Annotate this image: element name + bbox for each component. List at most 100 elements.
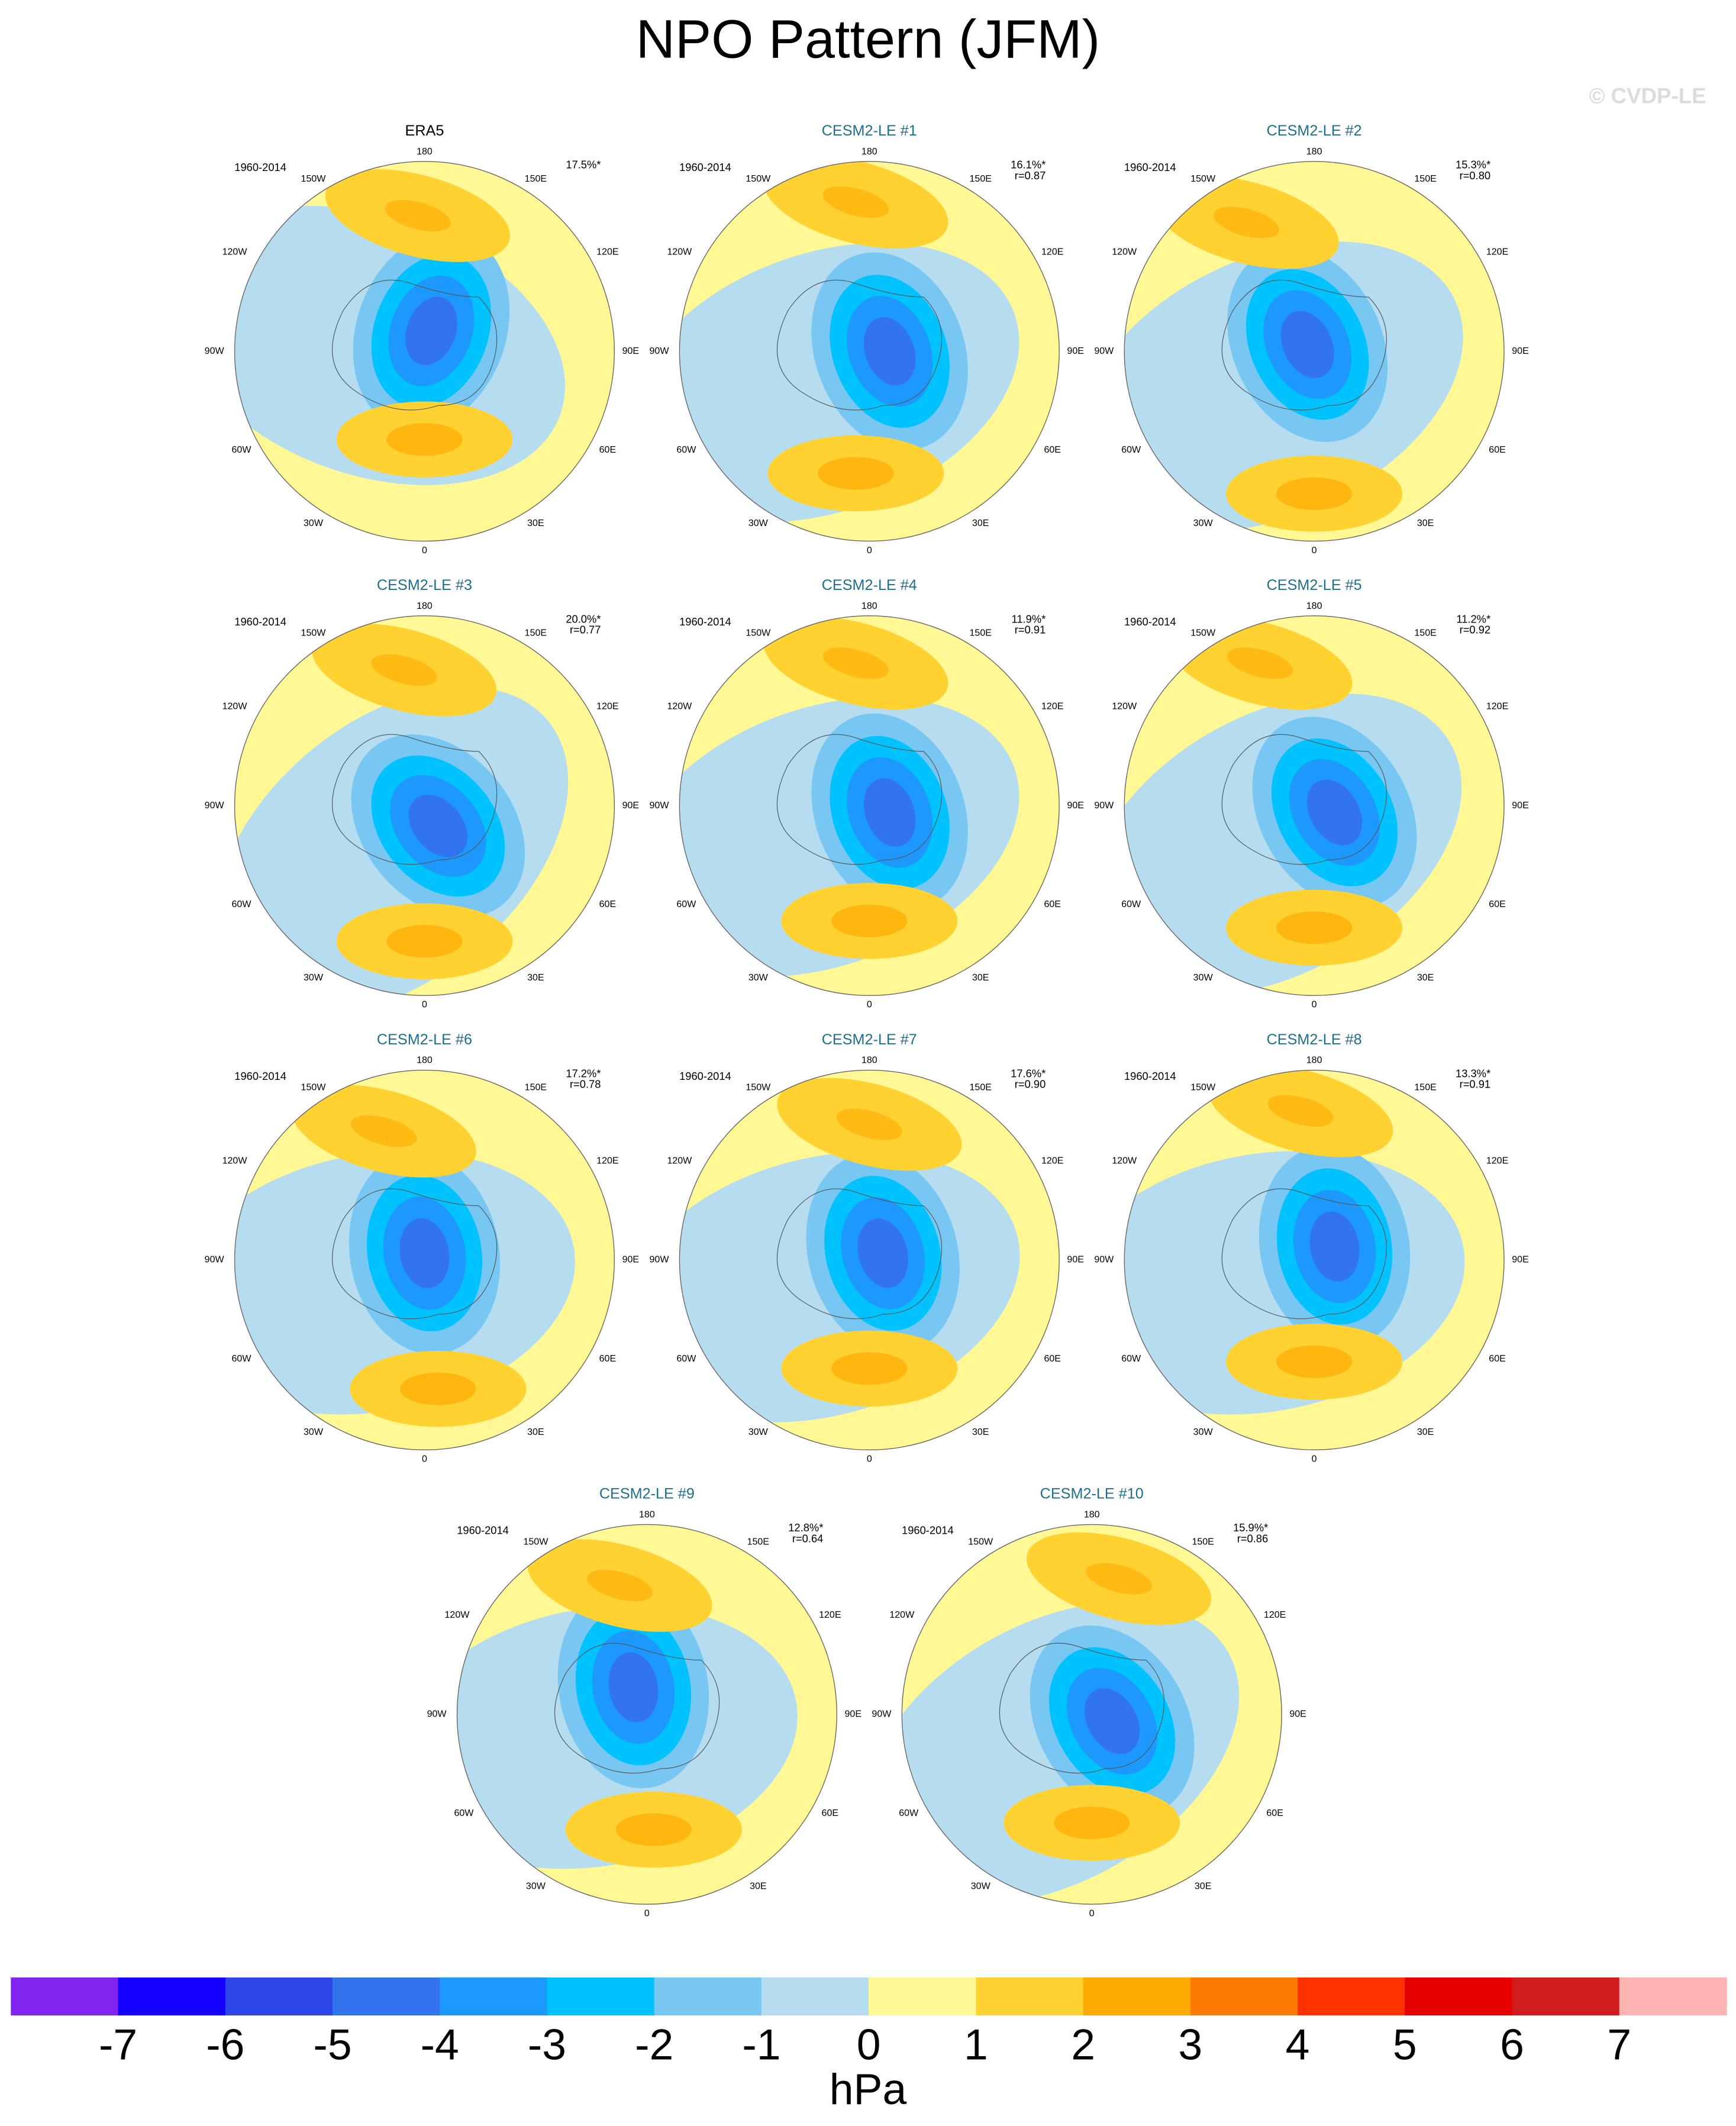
lon-label: 90W	[650, 346, 670, 356]
lon-label: 120W	[1112, 701, 1137, 711]
colorbar-tick-label: 1	[964, 2021, 988, 2069]
lon-label: 90E	[1289, 1709, 1306, 1719]
map-panel: CESM2-LE #1 1960-2014 16.1%*r=0.87 180 150E 1…	[650, 122, 1084, 556]
lon-label: 30W	[1193, 518, 1214, 528]
panel-title: CESM2-LE #1	[822, 122, 917, 139]
coastline	[1221, 279, 1387, 411]
lon-label: 60E	[822, 1808, 839, 1818]
pattern-corr: r=0.86	[1237, 1532, 1268, 1544]
lon-label: 150W	[301, 173, 327, 184]
pattern-corr: r=0.92	[1460, 624, 1490, 636]
lon-label: 120E	[1486, 1155, 1508, 1166]
lon-label: 180	[639, 1509, 655, 1520]
lon-label: 60E	[1489, 1353, 1506, 1364]
lon-label: 180	[1306, 146, 1322, 157]
field-pos-core	[586, 1569, 653, 1602]
lon-label: 30W	[304, 518, 324, 528]
lon-label: 0	[1089, 1908, 1095, 1919]
coastline	[999, 1643, 1165, 1774]
lon-label: 60E	[1044, 444, 1061, 455]
variance-pct: 15.3%*	[1456, 158, 1490, 170]
period: 1960-2014	[679, 1070, 731, 1082]
lon-label: 180	[1306, 1055, 1322, 1066]
lon-label: 60W	[1121, 444, 1141, 455]
map-field	[1124, 615, 1505, 996]
lon-label: 120W	[222, 701, 248, 711]
field-neg-core	[863, 778, 916, 847]
colorbar-box	[1619, 1977, 1727, 2016]
lon-label: 30E	[1195, 1881, 1212, 1892]
field-neg-core	[863, 317, 916, 386]
field-neg-core	[1309, 1211, 1360, 1282]
map-panel: CESM2-LE #10 1960-2014 15.9%*r=0.86 180 150E…	[872, 1486, 1306, 1919]
period: 1960-2014	[1124, 1070, 1176, 1082]
lon-label: 90W	[205, 1254, 225, 1265]
lon-label: 150E	[525, 173, 547, 184]
lon-label: 60E	[1044, 899, 1061, 909]
lon-label: 120W	[889, 1609, 915, 1620]
lon-label: 150W	[1190, 173, 1216, 184]
lon-label: 0	[867, 1454, 872, 1464]
colorbar-box	[1190, 1977, 1298, 2016]
panel-title: CESM2-LE #4	[822, 577, 917, 593]
lon-label: 120E	[1486, 247, 1508, 257]
lon-label: 60W	[899, 1808, 919, 1818]
map-outline	[234, 615, 615, 996]
map-outline	[679, 615, 1060, 996]
field-pos-core	[385, 199, 451, 232]
lon-label: 150E	[525, 628, 547, 638]
lon-label: 90W	[650, 1254, 670, 1265]
field-neg-core	[1306, 779, 1363, 846]
lon-label: 150E	[525, 1082, 547, 1093]
lon-label: 60W	[1121, 1353, 1141, 1364]
map-outline	[901, 1524, 1282, 1905]
lon-label: 30W	[748, 1427, 769, 1437]
lon-label: 120W	[667, 701, 692, 711]
variance-pct: 20.0%*	[566, 612, 601, 625]
lon-label: 120W	[667, 1155, 692, 1166]
coastline	[776, 734, 943, 865]
lon-label: 90E	[622, 1254, 640, 1265]
map-panel: ERA5 1960-2014 17.5%* 180 150E 120E 90E 60E 30E 0…	[205, 122, 639, 556]
period: 1960-2014	[902, 1524, 954, 1537]
lon-label: 90W	[650, 800, 670, 811]
map-field	[234, 161, 615, 541]
map-field	[679, 161, 1060, 541]
lon-label: 150W	[1190, 628, 1216, 638]
lon-label: 180	[417, 1055, 433, 1066]
panel-title: CESM2-LE #9	[599, 1486, 695, 1502]
map-field	[457, 1524, 837, 1905]
coastline	[332, 279, 498, 411]
lon-label: 150W	[746, 628, 771, 638]
map-field	[679, 1070, 1060, 1450]
field-neg-core	[1085, 1688, 1140, 1754]
colorbar-box	[1083, 1977, 1191, 2016]
field-pos-core	[836, 1108, 902, 1140]
lon-label: 30W	[304, 1427, 324, 1437]
lon-label: 60W	[676, 1353, 696, 1364]
variance-pct: 13.3%*	[1456, 1067, 1490, 1079]
lon-label: 180	[417, 146, 433, 157]
field-pos-core	[831, 904, 908, 937]
lon-label: 150E	[970, 173, 992, 184]
map-field	[679, 615, 1060, 996]
variance-pct: 15.9%*	[1233, 1521, 1268, 1534]
field-neg-core	[608, 1652, 659, 1722]
lon-label: 90E	[1067, 800, 1084, 811]
field-pos-core	[371, 654, 437, 686]
map-panel: CESM2-LE #6 1960-2014 17.2%*r=0.78 180 150E 1…	[205, 1031, 640, 1464]
field-pos-core	[1276, 911, 1353, 944]
lon-label: 90W	[205, 346, 225, 356]
lon-label: 120E	[1041, 1155, 1063, 1166]
lon-label: 60W	[232, 899, 252, 909]
lon-label: 120W	[222, 1155, 248, 1166]
colorbar-tick-label: -1	[742, 2021, 780, 2069]
lon-label: 0	[422, 545, 427, 556]
colorbar-box	[11, 1977, 119, 2016]
lon-label: 150E	[970, 1082, 992, 1093]
field-pos-core	[822, 186, 889, 218]
colorbar-box	[440, 1977, 548, 2016]
colorbar-tick-label: 6	[1500, 2021, 1524, 2069]
lon-label: 60E	[599, 444, 617, 455]
lon-label: 60E	[1489, 899, 1506, 909]
